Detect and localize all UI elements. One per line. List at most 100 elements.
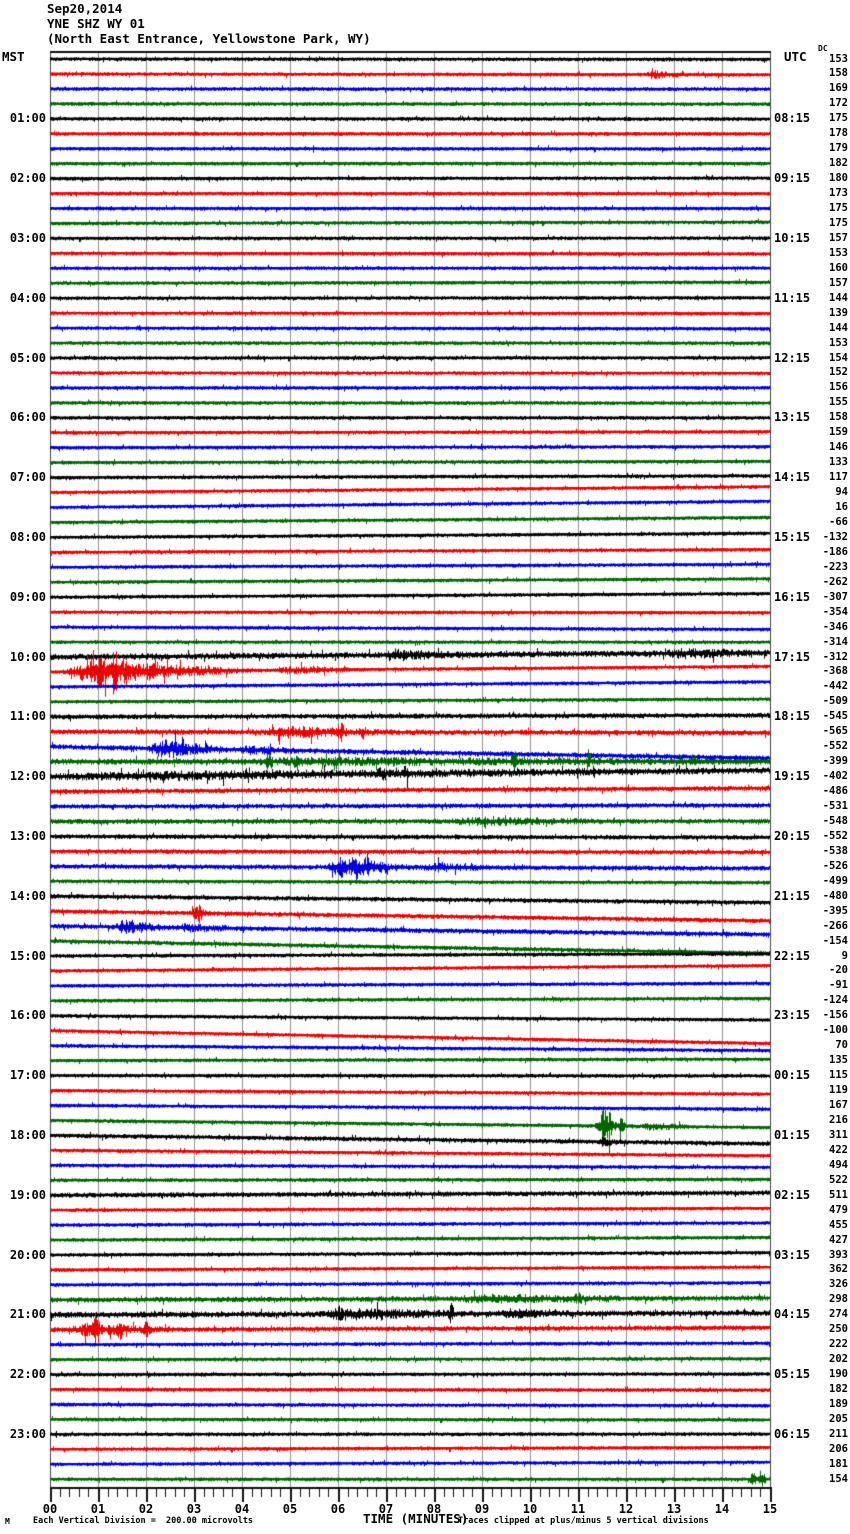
date-title: Sep20,2014: [47, 1, 123, 16]
x-axis-label: TIME (MINUTES): [363, 1511, 469, 1526]
x-tick-label: 06: [330, 1502, 346, 1516]
dc-offset-value: -266: [822, 919, 848, 932]
dc-offset-value: 115: [829, 1069, 848, 1082]
dc-offset-value: -499: [822, 874, 848, 887]
x-tick-label: 15: [762, 1502, 778, 1516]
utc-hour-label: 16:15: [774, 589, 811, 604]
dc-offset-value: 206: [829, 1442, 848, 1455]
dc-offset-value: 181: [829, 1457, 848, 1470]
dc-offset-value: -395: [822, 904, 848, 917]
mst-hour-label: 06:00: [9, 410, 46, 425]
dc-offset-value: -156: [822, 1009, 848, 1022]
dc-offset-value: 157: [829, 231, 848, 244]
dc-offset-value: 167: [829, 1099, 848, 1111]
x-tick-label: 01: [90, 1502, 106, 1516]
utc-hour-label: 20:15: [774, 828, 811, 843]
utc-hour-label: 22:15: [774, 948, 811, 963]
mst-hour-label: 22:00: [9, 1367, 46, 1382]
dc-offset-value: -262: [822, 575, 848, 588]
dc-offset-value: 298: [829, 1293, 848, 1306]
utc-hour-label: 21:15: [774, 888, 811, 903]
utc-hour-label: 02:15: [774, 1187, 811, 1202]
dc-offset-value: 175: [829, 202, 848, 214]
dc-offset-value: -312: [822, 650, 848, 663]
dc-offset-value: 175: [829, 216, 848, 229]
dc-offset-value: -531: [822, 800, 848, 812]
dc-offset-value: 189: [829, 1398, 848, 1410]
dc-offset-value: 159: [829, 426, 848, 439]
utc-hour-label: 10:15: [774, 230, 811, 245]
dc-offset-value: -91: [829, 979, 848, 992]
dc-offset-value: 172: [829, 97, 848, 110]
dc-offset-value: 182: [829, 1383, 848, 1396]
dc-offset-value: -442: [822, 680, 848, 693]
x-tick-label: 09: [474, 1502, 490, 1516]
mst-hour-label: 14:00: [9, 888, 46, 903]
x-tick-label: 14: [714, 1502, 730, 1516]
dc-offset-value: 211: [829, 1427, 848, 1440]
dc-offset-value: 119: [829, 1084, 848, 1097]
dc-offset-value: 139: [829, 306, 848, 319]
dc-offset-value: -223: [822, 560, 848, 573]
dc-offset-value: -154: [822, 934, 848, 947]
utc-hour-label: 00:15: [774, 1068, 811, 1083]
dc-header: DC: [818, 44, 828, 53]
location-title: (North East Entrance, Yellowstone Park, …: [47, 31, 371, 46]
dc-offset-value: 152: [829, 366, 848, 379]
x-tick-label: 04: [234, 1502, 250, 1516]
dc-offset-value: 202: [829, 1353, 848, 1366]
x-tick-label: 12: [618, 1502, 634, 1516]
dc-offset-value: -509: [822, 695, 848, 708]
dc-offset-value: 158: [829, 67, 848, 80]
dc-offset-value: 169: [829, 82, 848, 95]
dc-offset-value: -314: [822, 635, 848, 648]
corner-mark: M: [5, 1517, 10, 1526]
scale-note: Each Vertical Division = 200.00 microvol…: [33, 1516, 254, 1526]
utc-hour-label: 06:15: [774, 1426, 811, 1441]
utc-hour-label: 11:15: [774, 290, 811, 305]
mst-hour-label: 13:00: [9, 828, 46, 843]
dc-offset-value: -368: [822, 665, 848, 678]
mst-hour-label: 07:00: [9, 470, 46, 485]
dc-offset-value: 144: [829, 321, 848, 334]
mst-hour-label: 11:00: [9, 709, 46, 724]
mst-hour-label: 17:00: [9, 1068, 46, 1083]
dc-offset-value: 153: [829, 52, 848, 65]
dc-offset-value: 9: [841, 949, 848, 962]
utc-hour-label: 03:15: [774, 1247, 811, 1262]
utc-hour-label: 08:15: [774, 111, 811, 126]
mst-hour-label: 09:00: [9, 589, 46, 604]
dc-offset-value: 144: [829, 291, 848, 304]
dc-offset-value: 522: [829, 1173, 848, 1186]
mst-hour-label: 20:00: [9, 1247, 46, 1262]
dc-offset-value: -66: [829, 515, 848, 528]
dc-offset-value: 155: [829, 396, 848, 409]
utc-hour-label: 17:15: [774, 649, 811, 664]
mst-hour-label: 18:00: [9, 1127, 46, 1142]
dc-offset-value: 160: [829, 261, 848, 274]
dc-offset-value: -132: [822, 530, 848, 543]
dc-offset-value: 427: [829, 1233, 848, 1246]
utc-hour-label: 04:15: [774, 1307, 811, 1322]
dc-offset-value: 173: [829, 187, 848, 200]
dc-offset-value: -548: [822, 814, 848, 827]
dc-offset-value: 117: [829, 471, 848, 484]
dc-offset-value: -526: [822, 859, 848, 872]
mst-hour-label: 15:00: [9, 948, 46, 963]
utc-hour-label: 19:15: [774, 769, 811, 784]
dc-offset-value: -124: [822, 994, 848, 1007]
dc-offset-value: 455: [829, 1218, 848, 1231]
dc-offset-value: -346: [822, 620, 848, 633]
x-tick-label: 07: [378, 1502, 394, 1516]
utc-hour-label: 05:15: [774, 1367, 811, 1382]
mst-hour-label: 02:00: [9, 171, 46, 186]
dc-offset-value: 180: [829, 172, 848, 185]
utc-hour-label: 18:15: [774, 709, 811, 724]
dc-offset-value: 70: [835, 1039, 848, 1052]
dc-offset-value: 157: [829, 276, 848, 289]
dc-offset-value: 153: [829, 246, 848, 259]
x-tick-label: 05: [282, 1502, 298, 1516]
clip-note: Traces clipped at plus/minus 5 vertical …: [458, 1516, 709, 1526]
dc-offset-value: -399: [822, 755, 848, 768]
